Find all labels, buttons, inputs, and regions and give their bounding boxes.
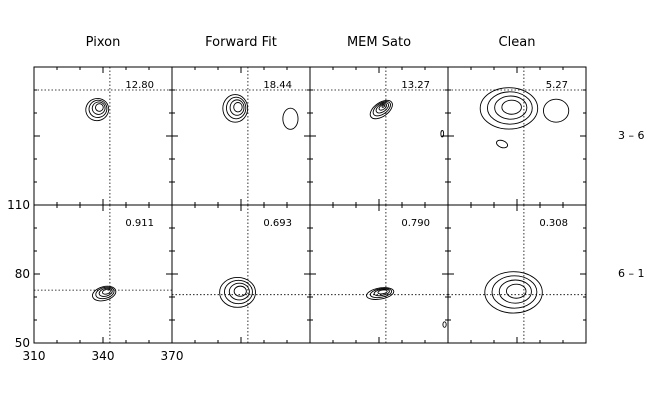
contour-line xyxy=(491,275,538,309)
contour-line xyxy=(95,103,104,112)
contour-line xyxy=(542,98,570,123)
contour-source xyxy=(85,98,110,122)
contour-line xyxy=(224,279,253,305)
contour-line xyxy=(494,95,528,120)
contour-line xyxy=(91,101,106,115)
y-tick-label: 80 xyxy=(15,267,30,281)
contour-line xyxy=(366,287,395,300)
column-title: Forward Fit xyxy=(205,35,277,50)
contour-line xyxy=(375,102,389,114)
row-label: 3 – 6 xyxy=(618,129,645,142)
contour-line xyxy=(369,99,393,120)
contour-line xyxy=(85,98,110,122)
contour-line xyxy=(498,279,532,304)
column-title: Clean xyxy=(499,35,536,50)
contour-source xyxy=(484,271,543,314)
contour-line xyxy=(484,271,543,314)
panel: 18.44 xyxy=(171,66,311,206)
panel: 12.80 xyxy=(33,66,173,206)
contour-line xyxy=(233,285,247,297)
contour-source xyxy=(222,94,249,123)
contour-line xyxy=(501,99,522,115)
contour-line xyxy=(378,103,388,111)
panel-value: 18.44 xyxy=(263,80,292,91)
contour-line xyxy=(369,287,393,299)
contour-line xyxy=(377,289,388,295)
contour-line xyxy=(373,288,390,297)
panel: 0.308 xyxy=(447,204,587,344)
contour-line xyxy=(98,287,113,297)
y-tick-label: 50 xyxy=(15,336,30,350)
panel: 13.27 xyxy=(309,66,449,206)
contour-line xyxy=(226,96,247,120)
contour-line xyxy=(506,283,527,299)
contour-line xyxy=(496,139,509,149)
panel-grid: 12.80 18.44 13.27 5.27 0.911 0.693 0.790 0.308 xyxy=(33,66,587,344)
contour-line xyxy=(479,87,539,130)
panel-value: 0.911 xyxy=(125,218,154,229)
contour-line xyxy=(486,91,533,125)
contour-line xyxy=(219,276,256,308)
contour-source xyxy=(92,285,117,302)
column-title: MEM Sato xyxy=(347,35,411,50)
contour-line xyxy=(442,321,447,328)
column-title: Pixon xyxy=(86,35,121,50)
panel-value: 0.790 xyxy=(401,218,430,229)
contour-source xyxy=(542,98,570,123)
panel-value: 5.27 xyxy=(546,80,568,91)
contour-line xyxy=(233,102,243,113)
panel: 0.693 xyxy=(171,204,311,344)
contour-line xyxy=(102,288,111,295)
contour-source xyxy=(282,107,299,130)
contour-line xyxy=(92,285,117,302)
panel: 0.911 xyxy=(33,204,173,344)
contour-source xyxy=(366,287,395,300)
contour-source xyxy=(479,87,539,130)
panel-value: 0.693 xyxy=(263,218,292,229)
x-tick-label: 340 xyxy=(92,349,115,363)
contour-line xyxy=(381,104,386,108)
contour-source xyxy=(440,130,445,138)
contour-source xyxy=(369,99,393,120)
panel: 5.27 xyxy=(447,66,587,206)
x-tick-label: 370 xyxy=(161,349,184,363)
panel-value: 12.80 xyxy=(125,80,154,91)
y-tick-label: 110 xyxy=(7,198,30,212)
contour-line xyxy=(95,286,115,300)
panel-value: 13.27 xyxy=(401,80,430,91)
contour-source xyxy=(442,321,447,328)
contour-source xyxy=(496,139,509,149)
contour-line xyxy=(372,101,391,117)
row-label: 6 – 1 xyxy=(618,267,645,280)
x-tick-label: 310 xyxy=(23,349,46,363)
panel-value: 0.308 xyxy=(539,218,568,229)
contour-line xyxy=(229,99,245,116)
contour-line xyxy=(88,99,108,118)
contour-line xyxy=(222,94,249,123)
figure-labels: Pixon Forward Fit MEM Sato Clean 3 – 6 6 – 1 3… xyxy=(7,35,644,363)
contour-line xyxy=(282,107,299,130)
panel: 0.790 xyxy=(309,204,449,344)
contour-source xyxy=(219,276,256,308)
contour-line xyxy=(228,282,250,301)
contour-line xyxy=(440,130,445,138)
